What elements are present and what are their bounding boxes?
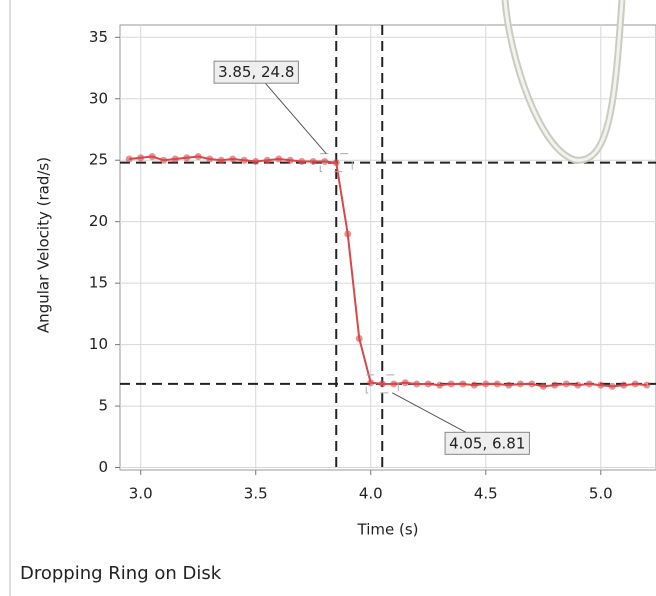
y-tick-label: 35 (89, 28, 108, 46)
x-tick-label: 4.0 (359, 485, 383, 503)
data-point (344, 230, 352, 238)
data-point (620, 381, 628, 389)
x-tick-label: 4.5 (474, 485, 498, 503)
y-tick-label: 30 (89, 89, 108, 107)
plot-area: 0 5 10 15 20 25 30 35 3.0 3.5 4.0 4.5 5.0 3.85, 24.8 4… (89, 24, 656, 503)
y-tick-label: 10 (89, 335, 108, 353)
y-tick-label: 0 (98, 458, 108, 476)
data-point (459, 380, 467, 388)
data-point (539, 382, 547, 390)
data-point (574, 381, 582, 389)
data-point (482, 380, 490, 388)
data-point (562, 380, 570, 388)
data-point (378, 380, 386, 388)
data-point (424, 380, 432, 388)
data-point (597, 381, 605, 389)
data-point (447, 380, 455, 388)
data-point (413, 380, 421, 388)
data-point (585, 380, 593, 388)
x-tick-label: 3.5 (244, 485, 268, 503)
data-point (493, 380, 501, 388)
data-point (217, 156, 225, 164)
data-point (505, 381, 513, 389)
plot-background (119, 24, 656, 471)
data-point (390, 380, 398, 388)
data-point (194, 153, 202, 161)
annotation-label: 4.05, 6.81 (449, 434, 525, 452)
marker-bracket (365, 374, 399, 394)
data-point (229, 155, 237, 163)
data-point (206, 155, 214, 163)
annotation-box (213, 60, 299, 84)
annotation-box (444, 431, 530, 455)
y-axis-label: Angular Velocity (rad/s) (35, 157, 53, 333)
x-tick-label: 3.0 (129, 485, 153, 503)
data-point (309, 157, 317, 165)
x-axis-label: Time (s) (357, 521, 419, 539)
data-point (286, 156, 294, 164)
data-point (332, 159, 340, 167)
data-point (183, 154, 191, 162)
y-tick-label: 5 (98, 397, 108, 415)
caption: Dropping Ring on Disk (20, 563, 222, 584)
data-point (631, 380, 639, 388)
data-point (148, 153, 156, 161)
x-tick-label: 5.0 (589, 485, 613, 503)
data-point (171, 155, 179, 163)
data-point (240, 156, 248, 164)
data-point (367, 379, 375, 387)
y-tick-label: 15 (89, 274, 108, 292)
data-point (263, 156, 271, 164)
data-point (436, 381, 444, 389)
marker-bracket (319, 153, 353, 173)
data-point (551, 381, 559, 389)
data-point (137, 154, 145, 162)
annotation-leader (255, 72, 327, 155)
data-point (608, 382, 616, 390)
data-line (129, 155, 647, 388)
data-point (298, 157, 306, 165)
data-point (470, 381, 478, 389)
data-point (355, 334, 363, 342)
data-point (275, 155, 283, 163)
annotation-label: 3.85, 24.8 (218, 63, 294, 81)
y-tick-label: 20 (89, 212, 108, 230)
y-tick-label: 25 (89, 151, 108, 169)
ring-highlight (503, 0, 624, 162)
data-point (160, 156, 168, 164)
data-point (401, 379, 409, 387)
data-point (643, 381, 651, 389)
data-point (516, 380, 524, 388)
data-point (528, 380, 536, 388)
data-point (125, 155, 133, 163)
data-point (321, 157, 329, 165)
data-point (252, 157, 260, 165)
